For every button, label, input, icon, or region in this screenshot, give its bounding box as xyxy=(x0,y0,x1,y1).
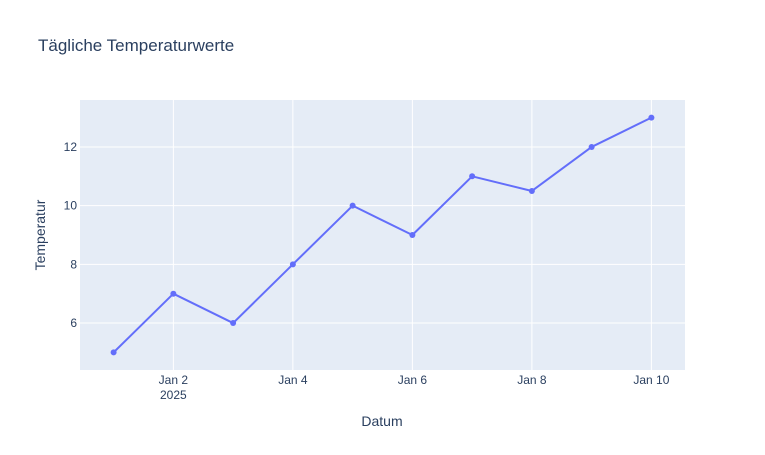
y-axis-title: Temperatur xyxy=(32,199,48,270)
x-tick-label: Jan 2 xyxy=(159,373,189,387)
y-tick-label: 6 xyxy=(70,316,77,330)
chart-title: Tägliche Temperaturwerte xyxy=(38,36,234,55)
data-point[interactable] xyxy=(230,320,237,327)
data-point[interactable] xyxy=(289,261,296,268)
y-tick-label: 12 xyxy=(64,140,78,154)
data-point[interactable] xyxy=(110,349,117,356)
y-tick-label: 10 xyxy=(64,199,78,213)
x-tick-sublabel: 2025 xyxy=(160,388,187,402)
y-gridlines xyxy=(80,146,685,324)
plot-area xyxy=(80,100,685,370)
data-point[interactable] xyxy=(588,143,595,150)
data-point[interactable] xyxy=(349,202,356,209)
x-tick-label: Jan 8 xyxy=(517,373,547,387)
x-tick-label: Jan 10 xyxy=(633,373,669,387)
x-tick-label: Jan 6 xyxy=(398,373,428,387)
data-point[interactable] xyxy=(648,114,655,121)
data-point[interactable] xyxy=(469,173,476,180)
data-point[interactable] xyxy=(409,232,416,238)
series-line xyxy=(112,116,652,354)
data-point[interactable] xyxy=(528,187,535,194)
y-axis-ticks: 6 8 10 12 xyxy=(64,140,78,330)
y-tick-label: 8 xyxy=(70,257,77,271)
series-layer xyxy=(110,114,655,356)
x-axis-title: Datum xyxy=(361,413,402,429)
data-point[interactable] xyxy=(170,290,177,297)
x-tick-label: Jan 4 xyxy=(278,373,308,387)
